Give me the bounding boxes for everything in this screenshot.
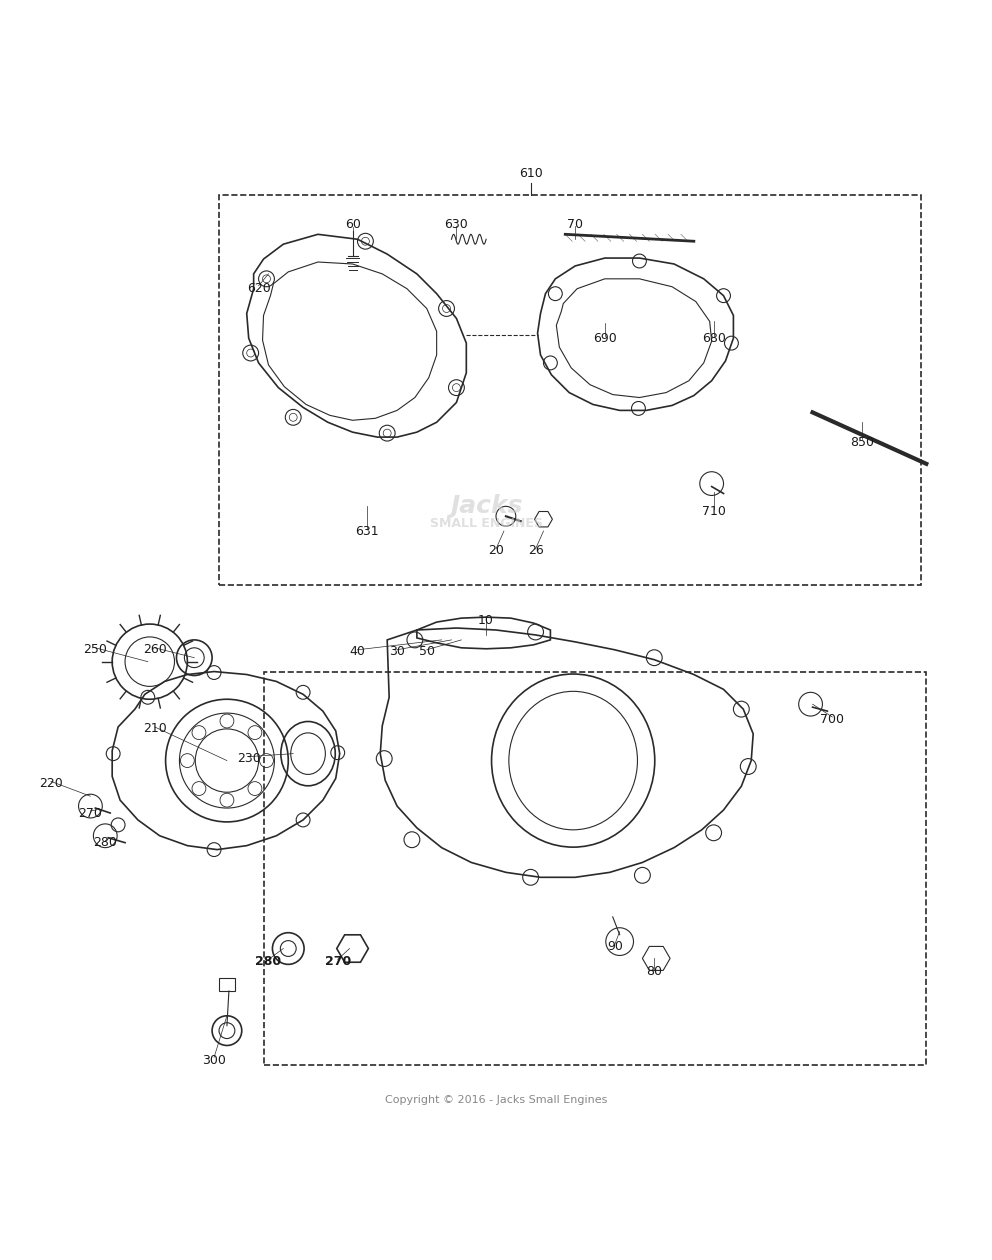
Text: Copyright © 2016 - Jacks Small Engines: Copyright © 2016 - Jacks Small Engines: [385, 1095, 607, 1105]
Text: 90: 90: [607, 940, 623, 953]
Text: 10: 10: [478, 614, 494, 626]
Bar: [264, 672, 927, 1065]
Text: 280: 280: [93, 837, 117, 849]
Text: 220: 220: [39, 777, 62, 790]
Text: 260: 260: [143, 644, 167, 656]
Text: 60: 60: [344, 218, 360, 231]
Text: 850: 850: [850, 436, 874, 449]
Text: 50: 50: [419, 645, 434, 658]
Bar: [219, 195, 922, 586]
Text: 710: 710: [701, 505, 725, 518]
Text: 680: 680: [701, 331, 725, 345]
Text: 230: 230: [237, 752, 261, 765]
Text: Jacks: Jacks: [449, 494, 523, 518]
Text: 700: 700: [820, 713, 844, 726]
Text: 610: 610: [519, 166, 543, 180]
Text: 80: 80: [646, 965, 663, 978]
Text: 26: 26: [528, 544, 544, 557]
Text: 40: 40: [349, 645, 365, 658]
Text: 631: 631: [355, 524, 379, 538]
Text: 280: 280: [255, 955, 282, 968]
Text: 630: 630: [444, 218, 468, 231]
Text: 300: 300: [202, 1053, 226, 1067]
Text: SMALL ENGINES: SMALL ENGINES: [430, 517, 543, 529]
Text: 620: 620: [247, 282, 271, 295]
Text: 690: 690: [593, 331, 617, 345]
Text: 250: 250: [83, 644, 107, 656]
Text: 270: 270: [78, 806, 102, 819]
Text: 20: 20: [488, 544, 504, 557]
Text: 30: 30: [389, 645, 405, 658]
Text: 70: 70: [567, 218, 583, 231]
Text: 210: 210: [143, 722, 167, 736]
Text: 270: 270: [324, 955, 351, 968]
